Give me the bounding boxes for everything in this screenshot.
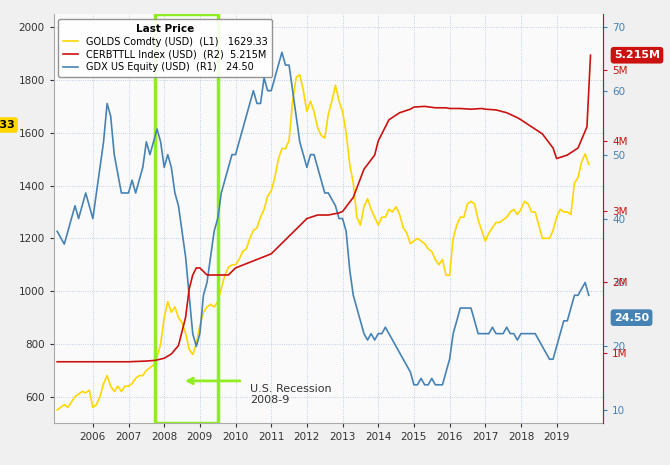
Text: 24.50: 24.50 [614, 312, 649, 323]
Text: U.S. Recession
2008-9: U.S. Recession 2008-9 [250, 384, 332, 405]
Bar [155, 14, 218, 423]
Text: 1629.33: 1629.33 [0, 120, 15, 130]
Text: 5.215M: 5.215M [614, 50, 660, 60]
Legend: GOLDS Comdty (USD)  (L1)   1629.33, CERBTTLL Index (USD)  (R2)  5.215M, GDX US E: GOLDS Comdty (USD) (L1) 1629.33, CERBTTL… [58, 19, 272, 77]
